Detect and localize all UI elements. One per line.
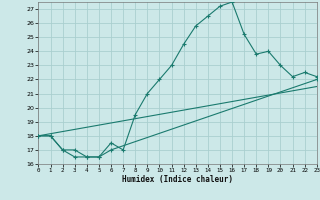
X-axis label: Humidex (Indice chaleur): Humidex (Indice chaleur) xyxy=(122,175,233,184)
